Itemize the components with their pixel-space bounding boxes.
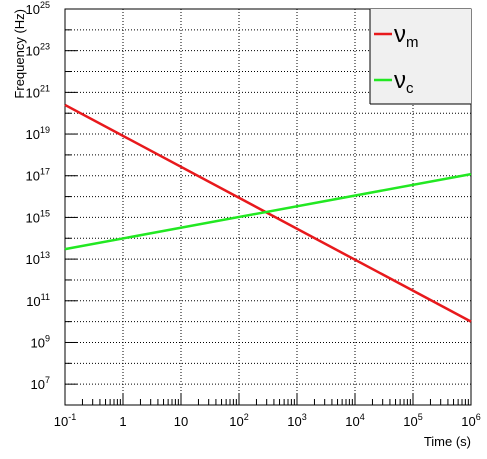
x-tick-label: 105 [403,412,422,429]
legend-label-c: νc [394,67,414,97]
x-tick-label: 10 [174,414,188,429]
y-tick-label: 107 [31,375,50,392]
x-tick-label: 106 [461,412,480,429]
y-tick-label: 1021 [26,83,50,100]
y-tick-label: 1023 [26,42,50,59]
x-tick-label: 1 [119,414,126,429]
series-layer [64,103,472,323]
x-axis-label: Time (s) [424,434,471,449]
x-tick-label: 104 [345,412,364,429]
axis-ticks [64,8,472,406]
y-tick-label: 1025 [26,0,50,17]
y-tick-label: 1017 [26,167,50,184]
y-tick-label: 1011 [26,292,50,309]
y-tick-label: 1013 [26,250,50,267]
legend-box [370,9,471,104]
x-tick-labels: 10-1 1 10 102 103 104 105 106 [54,412,481,429]
series-line-m [64,103,472,323]
y-tick-labels: 107 109 1011 1013 1015 1017 1019 1021 1023 1025 [26,0,50,392]
x-tick-label: 102 [229,412,248,429]
x-tick-label: 103 [287,412,306,429]
y-tick-label: 1019 [26,125,50,142]
x-tick-label: 10-1 [54,412,76,429]
plot-frame [64,8,472,406]
y-axis-label: Frequency (Hz) [12,9,27,99]
y-tick-label: 1015 [26,208,50,225]
legend-label-m: νm [394,21,419,51]
y-tick-label: 109 [31,333,50,350]
series-line-c [64,172,472,251]
legend: νm νc [369,9,471,105]
